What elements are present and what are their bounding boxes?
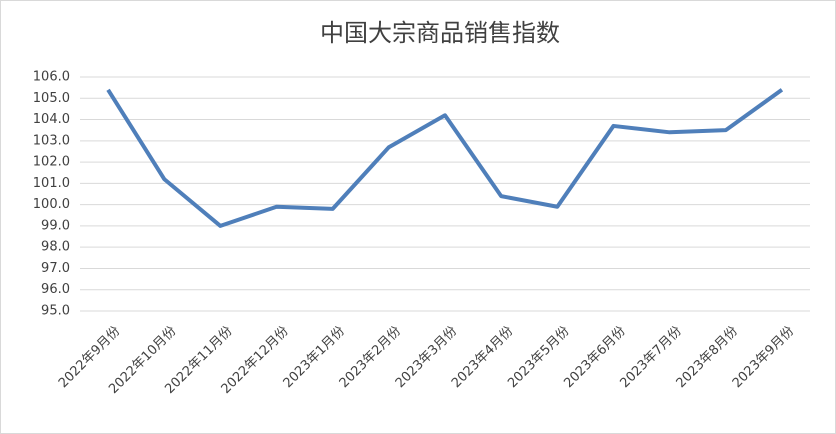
y-tick-label: 106.0 xyxy=(33,70,70,85)
y-tick-label: 96.0 xyxy=(41,282,70,297)
y-tick-label: 99.0 xyxy=(41,218,70,233)
y-tick-label: 100.0 xyxy=(33,197,70,212)
y-tick-label: 103.0 xyxy=(33,133,70,148)
y-tick-label: 101.0 xyxy=(33,176,70,191)
y-tick-label: 105.0 xyxy=(33,91,70,106)
chart-title: 中国大宗商品销售指数 xyxy=(320,19,560,47)
data-line xyxy=(106,88,784,228)
y-tick-label: 98.0 xyxy=(41,240,70,255)
y-tick-label: 104.0 xyxy=(33,112,70,127)
y-tick-label: 95.0 xyxy=(41,304,70,319)
y-tick-label: 102.0 xyxy=(33,155,70,170)
y-tick-label: 97.0 xyxy=(41,261,70,276)
